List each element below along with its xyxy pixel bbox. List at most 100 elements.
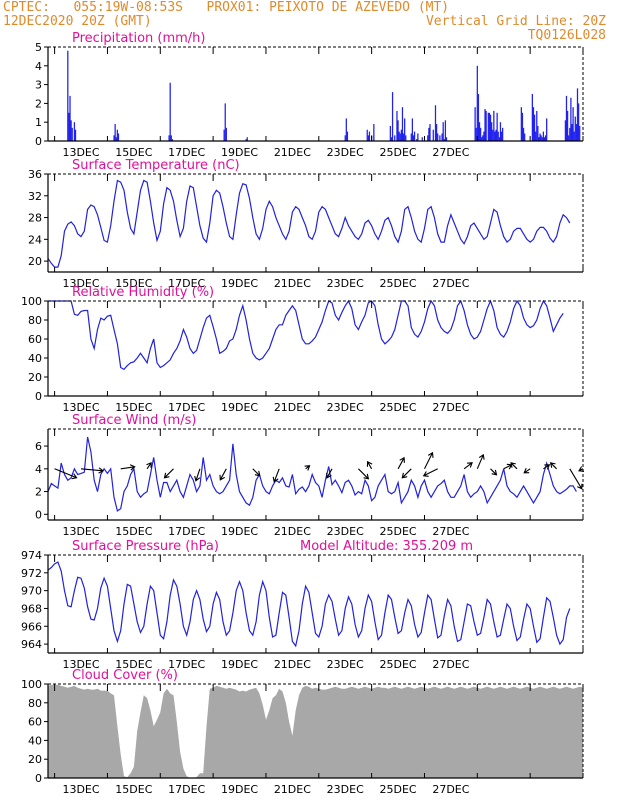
wind-vector-arrow xyxy=(366,460,373,470)
precip-bar xyxy=(224,103,226,141)
precip-bar xyxy=(405,135,407,141)
wind-vector-arrow xyxy=(120,464,136,471)
precip-bar xyxy=(417,133,419,141)
precip-bar xyxy=(400,129,402,141)
precip-bar xyxy=(495,129,497,141)
x-tick-label: 15DEC xyxy=(115,658,152,671)
precip-bar xyxy=(539,133,541,141)
y-tick-label: 0 xyxy=(35,135,42,148)
precip-bar xyxy=(543,137,546,141)
x-tick-label: 23DEC xyxy=(327,658,364,671)
x-tick-label: 23DEC xyxy=(327,146,364,159)
x-tick-label: 19DEC xyxy=(221,658,258,671)
precip-bar xyxy=(416,139,418,141)
precip-bar xyxy=(494,131,496,141)
header-run-time: 12DEC2020 20Z (GMT) xyxy=(3,14,152,29)
y-tick-label: 5 xyxy=(35,41,42,54)
x-tick-label: 23DEC xyxy=(327,401,364,414)
wind-vector-arrow xyxy=(549,462,557,470)
x-tick-label: 17DEC xyxy=(168,146,205,159)
humidity-line xyxy=(48,299,564,371)
temperature-panel: 20 24 28 32 36 13DEC 15DEC 17DEC 19DEC 21DEC 23DEC… xyxy=(28,158,584,290)
precip-bar xyxy=(533,114,536,141)
wind-vector-arrow xyxy=(272,468,280,483)
cloud-cover-panel: 0 20 40 60 80 100 13DEC 15DEC 17DEC 19DEC 21DEC 23D… xyxy=(21,668,584,796)
precip-bar xyxy=(538,137,540,141)
precip-bar xyxy=(432,129,434,141)
precip-bar xyxy=(499,122,502,141)
precip-bar xyxy=(373,124,375,141)
x-tick-label: 13DEC xyxy=(62,277,99,290)
y-tick-label: 20 xyxy=(28,371,42,384)
y-tick-label: 60 xyxy=(28,716,42,729)
precip-bar xyxy=(427,135,429,141)
precip-bar xyxy=(410,133,412,141)
x-tick-label: 27DEC xyxy=(432,277,469,290)
precip-bar xyxy=(442,122,444,141)
wind-vector-arrow xyxy=(424,451,434,470)
y-tick-label: 36 xyxy=(28,168,42,181)
y-tick-label: 972 xyxy=(21,567,42,580)
precip-bar xyxy=(475,127,477,141)
precip-bar xyxy=(492,129,494,141)
precip-bar xyxy=(493,110,495,141)
precip-bar xyxy=(71,127,73,141)
wind-vector-arrow xyxy=(503,463,513,470)
precip-bar xyxy=(67,50,69,142)
precip-bar xyxy=(522,127,525,141)
precip-bar xyxy=(399,133,401,141)
precip-bar xyxy=(445,137,448,141)
x-tick-label: 15DEC xyxy=(115,401,152,414)
x-tick-label: 13DEC xyxy=(62,783,99,796)
precip-bar xyxy=(404,118,406,141)
precip-bar xyxy=(577,103,580,141)
precip-bar xyxy=(476,65,478,141)
x-tick-label: 25DEC xyxy=(380,146,417,159)
wind-vector-arrow xyxy=(578,466,585,472)
cloud-cover-title: Cloud Cover (%) xyxy=(72,668,178,683)
precip-bar xyxy=(412,135,415,141)
precip-bar xyxy=(498,137,500,141)
precipitation-title: Precipitation (mm/h) xyxy=(72,31,205,46)
precip-bar xyxy=(488,112,491,141)
precip-bar xyxy=(566,110,569,141)
precip-bar xyxy=(497,131,499,141)
y-tick-label: 100 xyxy=(21,678,42,691)
y-tick-label: 970 xyxy=(21,585,42,598)
header-grid-line: Vertical Grid Line: 20Z xyxy=(425,14,606,29)
precip-bar xyxy=(572,107,574,141)
wind-vector-arrow xyxy=(358,468,370,480)
wind-title: Surface Wind (m/s) xyxy=(72,413,196,428)
precip-bar xyxy=(69,95,71,141)
wind-vector-arrow xyxy=(163,468,174,479)
temperature-title: Surface Temperature (nC) xyxy=(72,158,240,173)
x-tick-label: 27DEC xyxy=(432,401,469,414)
precip-bar xyxy=(225,127,227,141)
precip-bar xyxy=(531,94,533,141)
wind-vector-arrow xyxy=(219,468,227,481)
x-tick-label: 13DEC xyxy=(62,658,99,671)
x-tick-label: 21DEC xyxy=(274,277,311,290)
temperature-line xyxy=(47,179,571,268)
precip-bar xyxy=(443,139,445,141)
precip-bar xyxy=(70,120,72,141)
precip-bar xyxy=(500,131,503,141)
precip-bar xyxy=(536,110,538,141)
x-tick-label: 19DEC xyxy=(221,401,258,414)
precip-bar xyxy=(435,124,438,141)
precip-bar xyxy=(223,129,225,141)
y-tick-label: 966 xyxy=(21,620,42,633)
wind-line xyxy=(47,436,577,512)
x-tick-label: 27DEC xyxy=(432,146,469,159)
y-tick-label: 32 xyxy=(28,190,42,203)
wind-vector-arrow xyxy=(463,462,473,470)
x-tick-label: 15DEC xyxy=(115,783,152,796)
precip-bar xyxy=(579,125,581,141)
precip-bar xyxy=(524,133,526,141)
x-tick-label: 19DEC xyxy=(221,146,258,159)
precip-bar xyxy=(521,112,524,141)
y-tick-label: 20 xyxy=(28,255,42,268)
wind-vector-arrow xyxy=(80,467,105,474)
precip-bar xyxy=(482,135,484,141)
